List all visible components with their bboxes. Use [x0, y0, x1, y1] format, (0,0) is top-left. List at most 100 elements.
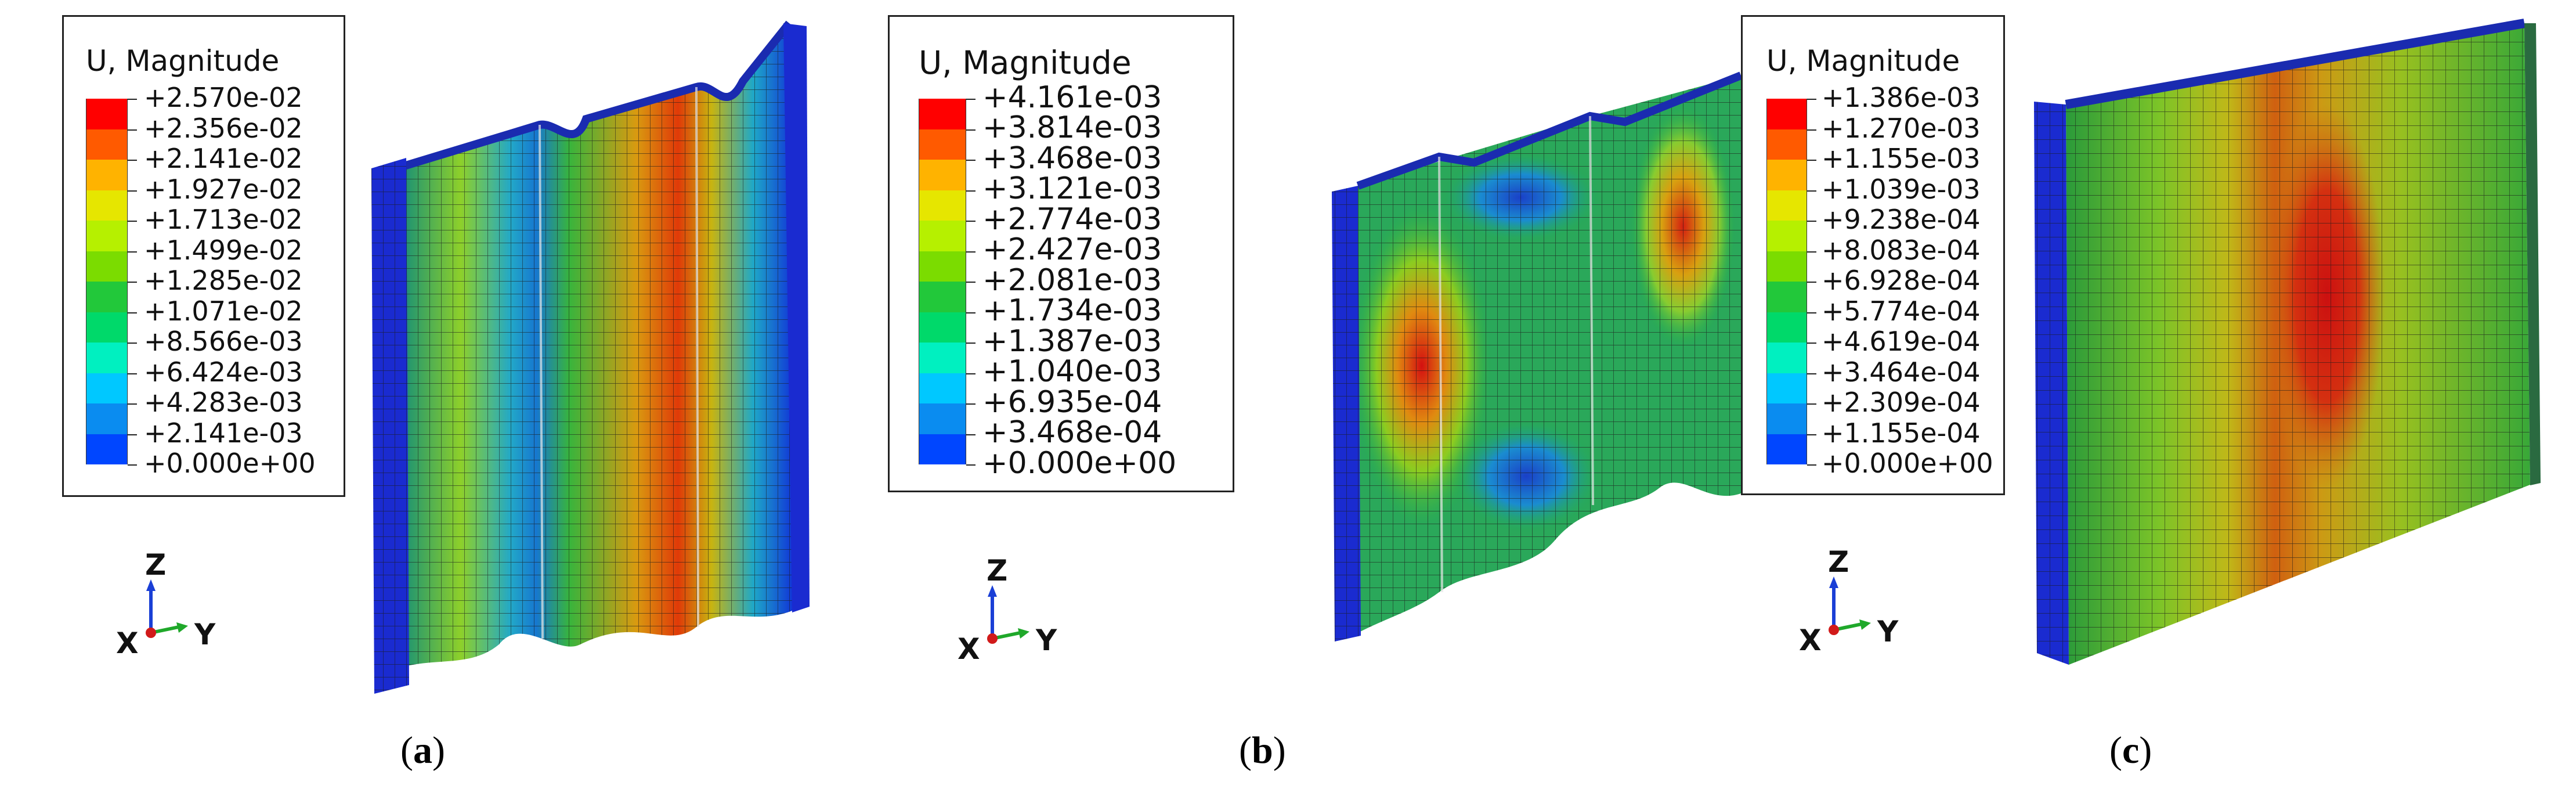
axis-z-b: Z	[987, 554, 1007, 587]
axis-x-b: X	[958, 632, 980, 666]
panel-a: U, Magnitude +2.570e-02 +2.356e-02 +2.141e…	[0, 0, 859, 811]
legend-label: +2.141e-02	[144, 143, 303, 175]
legend-tick	[128, 343, 137, 344]
legend-label: +1.040e-03	[982, 354, 1162, 390]
panel-b: U, Magnitude +4.161e-03 +3.814e-03 +3.468e…	[859, 0, 1743, 811]
model-c	[2034, 19, 2541, 665]
legend-tick	[966, 190, 976, 192]
legend-tick	[1807, 464, 1816, 466]
legend-swatch	[919, 312, 966, 343]
legend-swatch	[1766, 312, 1807, 343]
legend-label: +3.468e-03	[982, 140, 1162, 176]
legend-label: +3.468e-04	[982, 415, 1162, 450]
legend-tick	[1807, 312, 1816, 313]
legend-tick	[1807, 343, 1816, 344]
legend-swatch	[1766, 343, 1807, 373]
legend-tick	[128, 403, 137, 405]
legend-label: +2.081e-03	[982, 262, 1162, 298]
legend-label: +3.121e-03	[982, 171, 1162, 207]
axis-z-c: Z	[1828, 545, 1849, 579]
legend-swatch	[1766, 403, 1807, 434]
legend-tick	[1807, 373, 1816, 374]
legend-tick	[966, 221, 976, 222]
legend-label: +1.155e-03	[1822, 143, 1981, 175]
legend-label: +1.927e-02	[144, 173, 303, 205]
legend-label: +5.774e-04	[1822, 295, 1981, 327]
legend-tick	[128, 282, 137, 283]
legend-swatch	[919, 190, 966, 221]
legend-label: +4.161e-03	[982, 80, 1162, 115]
legend-swatch	[919, 251, 966, 282]
legend-label: +1.387e-03	[982, 323, 1162, 359]
legend-label: +8.566e-03	[144, 326, 303, 358]
legend-tick	[128, 312, 137, 313]
legend-tick	[966, 343, 976, 344]
triad-c: Z X Y	[1799, 545, 1899, 657]
legend-label: +4.283e-03	[144, 387, 303, 419]
legend-label: +9.238e-04	[1822, 204, 1981, 236]
legend-swatch	[1766, 373, 1807, 403]
legend-tick	[966, 403, 976, 405]
legend-title-b: U, Magnitude	[919, 44, 1132, 81]
caption-c: (c)	[2109, 729, 2152, 772]
legend-tick	[966, 129, 976, 131]
legend-title-a: U, Magnitude	[86, 44, 280, 78]
legend-swatch	[86, 343, 128, 373]
legend-label: +2.774e-03	[982, 201, 1162, 237]
legend-tick	[128, 160, 137, 161]
legend-label: +3.814e-03	[982, 110, 1162, 146]
legend-label: +1.386e-03	[1822, 82, 1981, 114]
legend-swatch	[919, 221, 966, 251]
legend-tick	[128, 251, 137, 253]
legend-swatch	[1766, 190, 1807, 221]
triad-a: Z X Y	[116, 548, 216, 660]
legend-tick	[966, 282, 976, 283]
legend-swatch	[86, 434, 128, 464]
legend-tick	[1807, 251, 1816, 253]
legend-tick	[1807, 190, 1816, 192]
caption-a: (a)	[400, 729, 445, 772]
legend-label: +0.000e+00	[1822, 448, 1993, 480]
triad-b: Z X Y	[958, 554, 1057, 666]
legend-swatch	[919, 160, 966, 190]
axis-x-a: X	[116, 626, 139, 660]
axis-y-c: Y	[1877, 615, 1899, 648]
legend-label: +4.619e-04	[1822, 326, 1981, 358]
legend-swatch	[86, 251, 128, 282]
caption-b: (b)	[1239, 729, 1286, 772]
legend-label: +2.570e-02	[144, 82, 303, 114]
legend-swatch	[86, 190, 128, 221]
legend-swatch	[86, 282, 128, 312]
legend-label: +6.935e-04	[982, 384, 1162, 420]
legend-label: +6.424e-03	[144, 356, 303, 388]
legend-swatch	[919, 373, 966, 403]
legend-tick	[128, 129, 137, 131]
legend-tick	[966, 160, 976, 161]
legend-swatch	[1766, 99, 1807, 129]
legend-tick	[966, 434, 976, 435]
legend-tick	[128, 221, 137, 222]
legend-tick	[966, 464, 976, 466]
legend-tick	[1807, 403, 1816, 405]
axis-x-c: X	[1799, 623, 1822, 657]
legend-tick	[966, 251, 976, 253]
legend-label: +1.155e-04	[1822, 417, 1981, 449]
legend-label: +1.039e-03	[1822, 173, 1981, 205]
legend-swatch	[1766, 160, 1807, 190]
legend-label: +8.083e-04	[1822, 234, 1981, 266]
legend-label: +2.141e-03	[144, 417, 303, 449]
legend-label: +1.713e-02	[144, 204, 303, 236]
legend-tick	[966, 99, 976, 100]
legend-tick	[1807, 434, 1816, 435]
legend-tick	[128, 373, 137, 374]
legend-swatch	[919, 99, 966, 129]
legend-swatch	[1766, 282, 1807, 312]
legend-label: +1.270e-03	[1822, 112, 1981, 144]
legend-tick	[1807, 221, 1816, 222]
legend-tick	[1807, 129, 1816, 131]
model-a	[371, 20, 810, 694]
legend-tick	[1807, 99, 1816, 100]
legend-tick	[128, 464, 137, 466]
legend-swatch	[919, 343, 966, 373]
legend-label: +1.071e-02	[144, 295, 303, 327]
